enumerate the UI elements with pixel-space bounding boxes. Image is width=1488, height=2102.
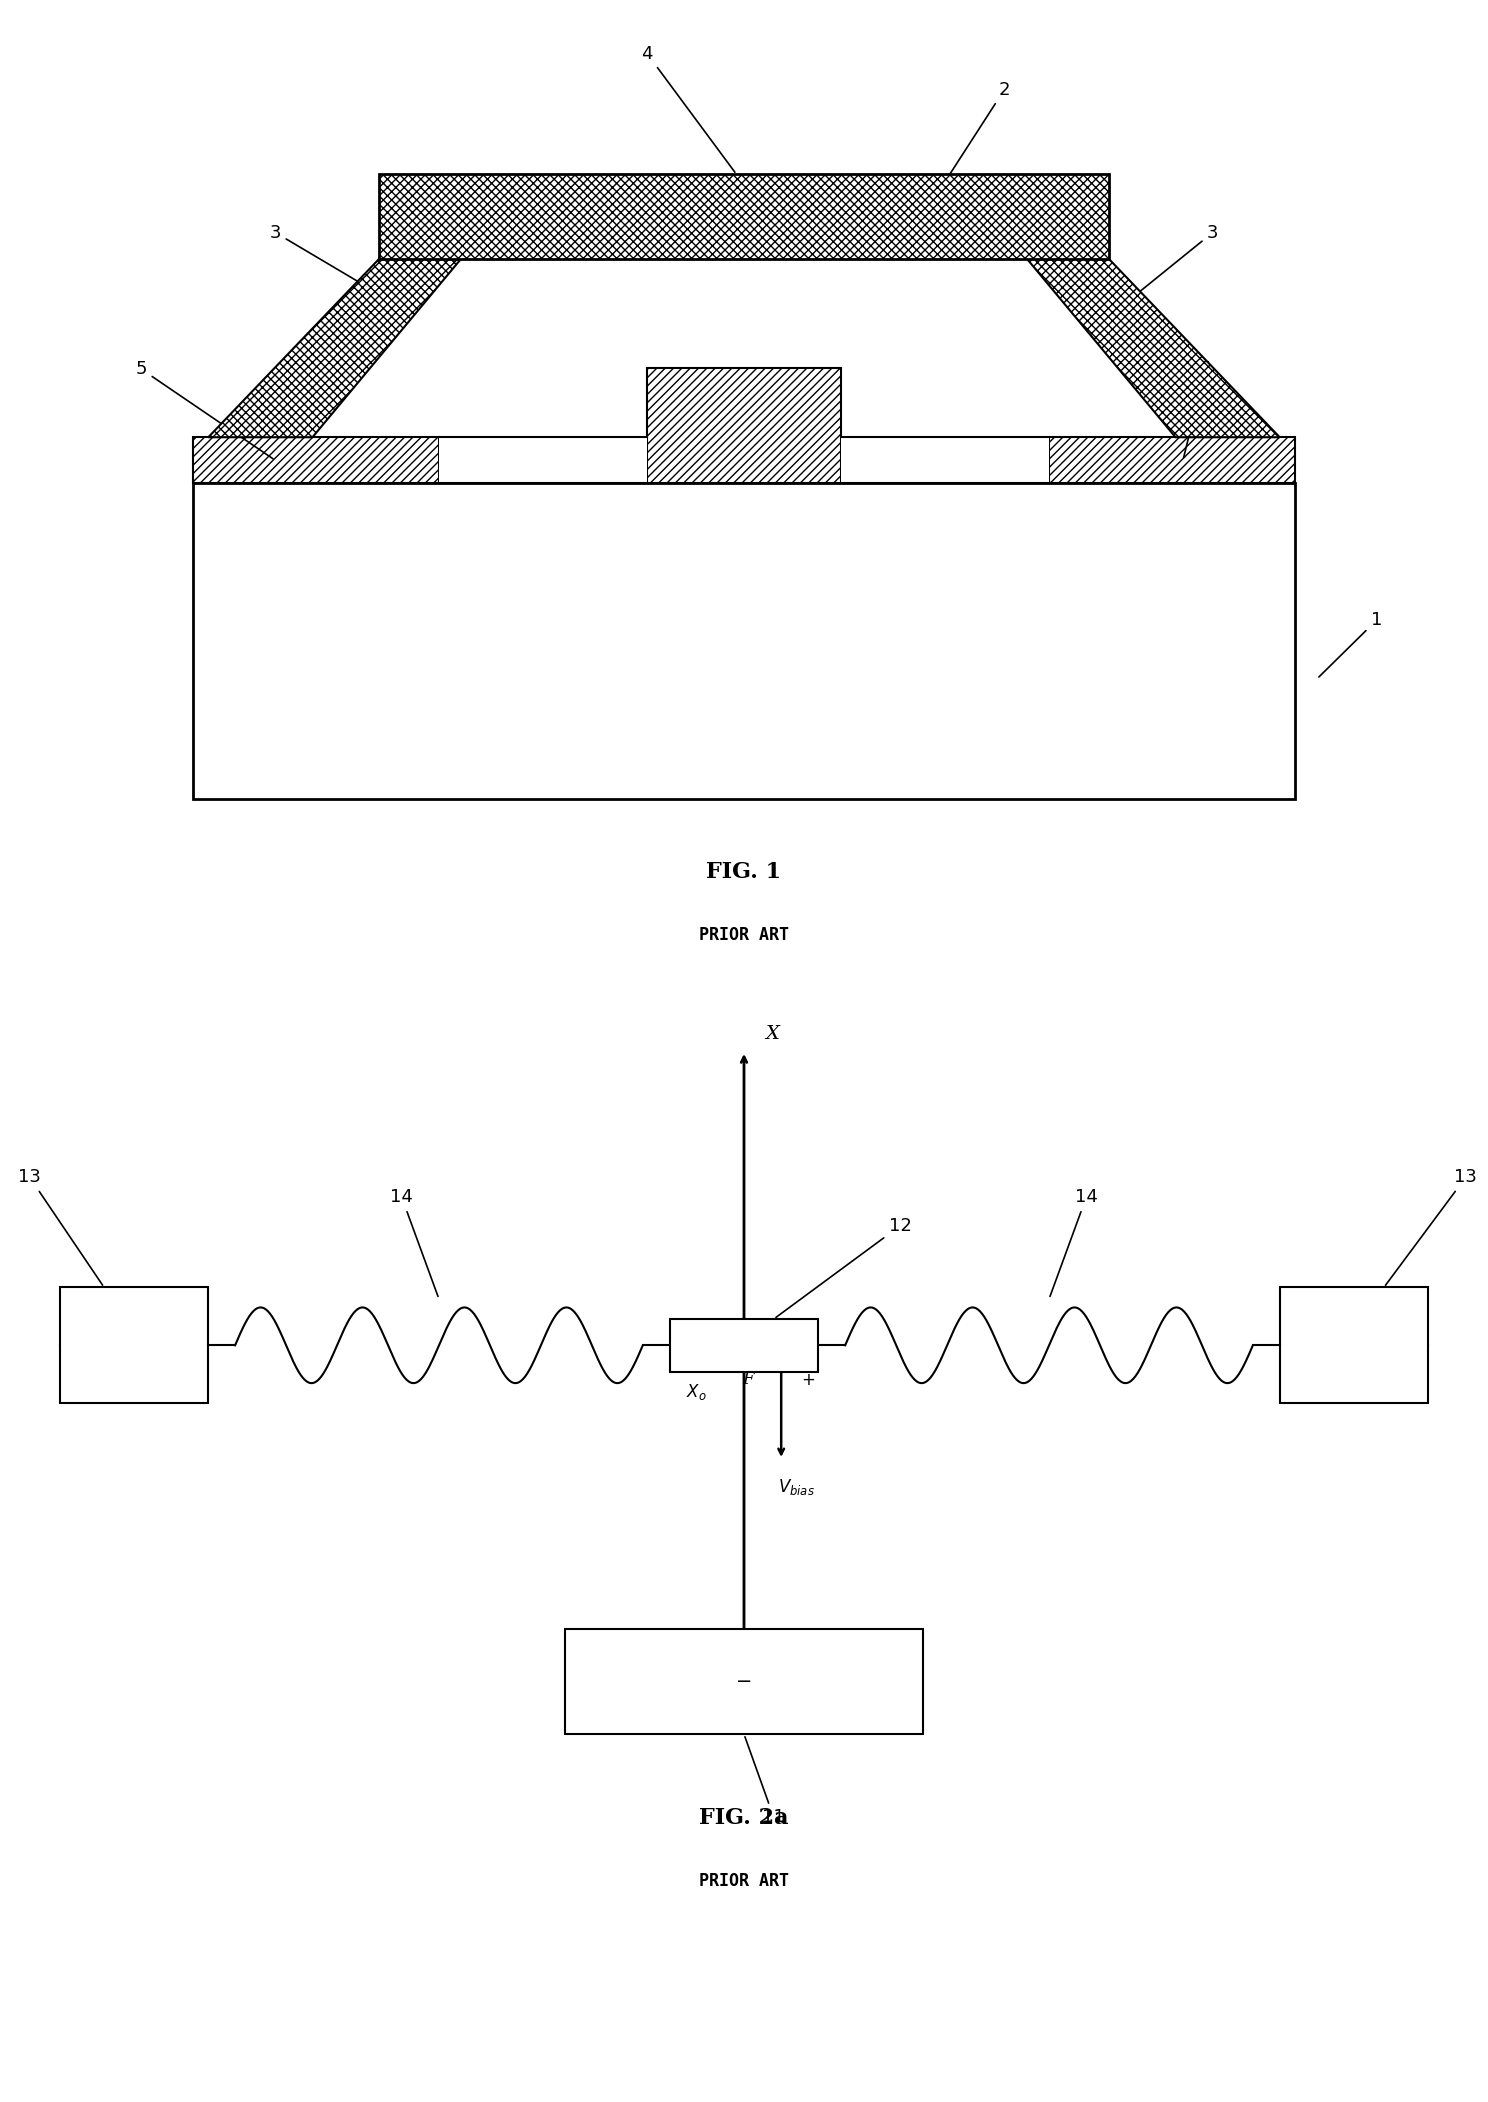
Bar — [439, 437, 647, 483]
Text: $V_{bias}$: $V_{bias}$ — [778, 1478, 814, 1497]
Bar — [193, 437, 439, 483]
Polygon shape — [208, 259, 461, 437]
Bar — [1049, 437, 1295, 483]
Text: 3: 3 — [269, 223, 394, 303]
Text: X: X — [765, 1026, 778, 1043]
Bar — [841, 437, 1049, 483]
Text: 14: 14 — [1051, 1188, 1098, 1297]
Text: 4: 4 — [641, 44, 735, 172]
Bar — [647, 368, 841, 483]
Text: FIG. 1: FIG. 1 — [707, 862, 781, 883]
Text: PRIOR ART: PRIOR ART — [699, 927, 789, 944]
Text: FIG. 2a: FIG. 2a — [699, 1808, 789, 1829]
Text: 1: 1 — [1318, 612, 1382, 677]
Text: PRIOR ART: PRIOR ART — [699, 1873, 789, 1890]
Text: −: − — [735, 1671, 753, 1692]
Bar — [670, 1320, 818, 1373]
Text: 5: 5 — [1183, 359, 1211, 458]
Bar — [379, 174, 1109, 259]
Text: 13: 13 — [18, 1169, 103, 1284]
Text: 12: 12 — [777, 1217, 912, 1318]
Text: 3: 3 — [1125, 223, 1219, 303]
Text: 14: 14 — [390, 1188, 437, 1297]
Text: 2: 2 — [924, 80, 1010, 214]
Text: 5: 5 — [135, 359, 272, 458]
Text: 11: 11 — [745, 1736, 786, 1827]
Bar — [193, 483, 1295, 799]
Text: $X_o$: $X_o$ — [686, 1381, 707, 1402]
Bar — [60, 1286, 208, 1404]
Bar — [1280, 1286, 1428, 1404]
Text: F: F — [743, 1371, 754, 1389]
Text: +: + — [801, 1371, 815, 1389]
Polygon shape — [1027, 259, 1280, 437]
Text: 13: 13 — [1385, 1169, 1478, 1284]
Bar — [565, 1629, 923, 1734]
